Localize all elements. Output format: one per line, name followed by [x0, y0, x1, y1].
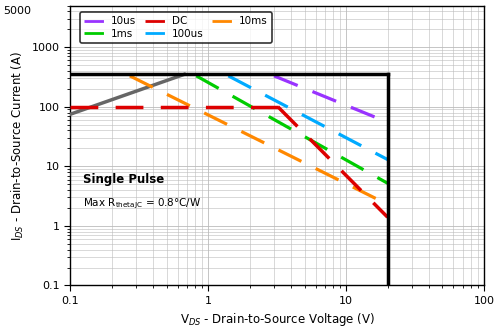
Text: Max R$_{\rm thetaJC}$ = 0.8°C/W: Max R$_{\rm thetaJC}$ = 0.8°C/W	[83, 197, 201, 211]
Legend: 10us, 1ms, DC, 100us, 10ms: 10us, 1ms, DC, 100us, 10ms	[80, 12, 272, 43]
Text: Single Pulse: Single Pulse	[83, 173, 164, 186]
Text: 5000: 5000	[3, 6, 31, 16]
Y-axis label: I$_{DS}$ - Drain-to-Source Current (A): I$_{DS}$ - Drain-to-Source Current (A)	[10, 50, 26, 240]
X-axis label: V$_{DS}$ - Drain-to-Source Voltage (V): V$_{DS}$ - Drain-to-Source Voltage (V)	[180, 311, 374, 328]
